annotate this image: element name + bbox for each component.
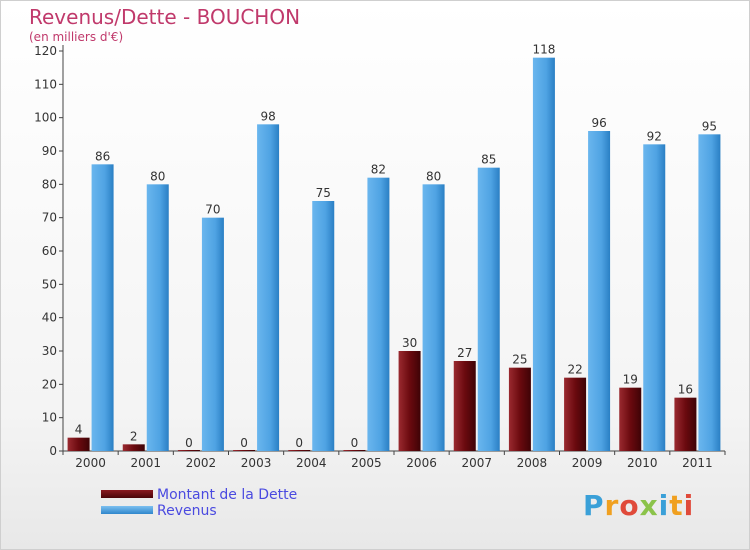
bar-dette [177, 450, 200, 451]
x-tick-label: 2002 [186, 456, 217, 470]
y-tick-label: 120 [34, 44, 57, 58]
value-label-dette: 27 [457, 346, 472, 360]
y-tick-label: 60 [42, 244, 57, 258]
logo-letter: i [658, 489, 670, 522]
value-label-dette: 0 [295, 436, 303, 450]
x-tick-label: 2001 [130, 456, 161, 470]
y-tick-label: 10 [42, 411, 57, 425]
y-tick-label: 30 [42, 344, 57, 358]
bar-revenus [698, 134, 721, 452]
bar-revenus [532, 57, 555, 452]
bar-revenus [201, 217, 224, 451]
x-tick-label: 2000 [75, 456, 106, 470]
logo-letter: i [683, 489, 695, 522]
x-tick-label: 2011 [682, 456, 713, 470]
value-label-dette: 4 [75, 423, 83, 437]
legend-label-revenus: Revenus [157, 503, 217, 519]
bar-dette [508, 367, 531, 451]
logo-letter: t [669, 489, 684, 522]
x-tick-label: 2007 [461, 456, 492, 470]
bar-dette [67, 437, 90, 451]
y-tick-label: 50 [42, 277, 57, 291]
bar-dette [233, 450, 256, 451]
bar-revenus [367, 177, 390, 451]
y-tick-label: 110 [34, 77, 57, 91]
bar-dette [619, 387, 642, 451]
value-label-revenus: 98 [260, 109, 275, 123]
bar-revenus [312, 201, 335, 451]
chart-subtitle: (en milliers d'€) [29, 30, 124, 44]
value-label-revenus: 80 [426, 169, 441, 183]
logo-letter: P [583, 489, 605, 522]
y-tick-label: 100 [34, 111, 57, 125]
bar-revenus [91, 164, 114, 452]
x-tick-label: 2009 [572, 456, 603, 470]
value-label-dette: 22 [567, 363, 582, 377]
value-label-revenus: 95 [702, 119, 717, 133]
y-tick-label: 40 [42, 311, 57, 325]
bar-dette [674, 397, 697, 451]
bar-revenus [588, 131, 611, 451]
logo-letter: r [604, 489, 620, 522]
bar-dette [288, 450, 311, 451]
value-label-dette: 0 [185, 436, 193, 450]
y-tick-label: 80 [42, 177, 57, 191]
logo-letter: o [619, 489, 640, 522]
logo-letter: x [639, 489, 659, 522]
bar-revenus [643, 144, 666, 452]
bar-revenus [477, 167, 500, 451]
value-label-revenus: 92 [647, 129, 662, 143]
value-label-revenus: 118 [532, 43, 555, 57]
y-tick-label: 20 [42, 377, 57, 391]
bar-dette [453, 361, 476, 451]
x-tick-label: 2004 [296, 456, 327, 470]
bar-dette [564, 377, 587, 451]
value-label-dette: 30 [402, 336, 417, 350]
x-tick-label: 2010 [627, 456, 658, 470]
bar-revenus [257, 124, 280, 451]
value-label-dette: 2 [130, 429, 138, 443]
proxiti-logo: Proxiti [583, 489, 694, 522]
x-tick-label: 2008 [517, 456, 548, 470]
value-label-revenus: 85 [481, 153, 496, 167]
bar-dette [343, 450, 366, 451]
legend-swatch-revenus [101, 506, 153, 514]
y-tick-label: 70 [42, 211, 57, 225]
legend-swatch-dette [101, 490, 153, 498]
bar-dette [122, 444, 145, 451]
x-tick-label: 2005 [351, 456, 382, 470]
y-tick-label: 0 [49, 444, 57, 458]
x-tick-label: 2003 [241, 456, 272, 470]
value-label-revenus: 96 [591, 116, 606, 130]
bar-revenus [146, 184, 169, 452]
value-label-revenus: 75 [316, 186, 331, 200]
value-label-revenus: 70 [205, 203, 220, 217]
value-label-dette: 25 [512, 353, 527, 367]
value-label-dette: 0 [351, 436, 359, 450]
y-tick-label: 90 [42, 144, 57, 158]
value-label-dette: 16 [678, 383, 693, 397]
bar-dette [398, 351, 421, 451]
bar-revenus [422, 184, 445, 452]
value-label-dette: 19 [623, 373, 638, 387]
value-label-revenus: 86 [95, 149, 110, 163]
value-label-revenus: 80 [150, 169, 165, 183]
value-label-revenus: 82 [371, 163, 386, 177]
x-tick-label: 2006 [406, 456, 437, 470]
legend-label-dette: Montant de la Dette [157, 487, 298, 503]
chart-title: Revenus/Dette - BOUCHON [29, 5, 301, 29]
value-label-dette: 0 [240, 436, 248, 450]
